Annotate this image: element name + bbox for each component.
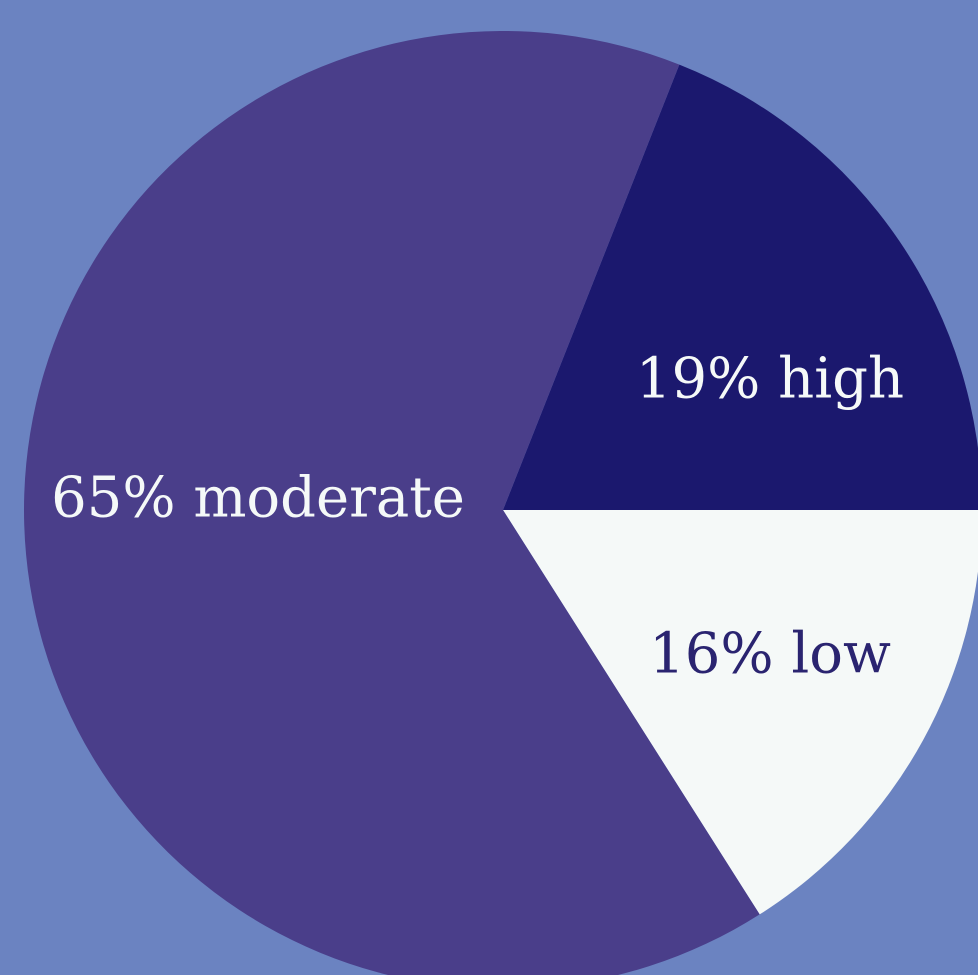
- pie-slice-moderate: [24, 31, 760, 975]
- pie-label-high: 19% high: [636, 347, 904, 412]
- pie-labels: 19% high 16% low 65% moderate: [51, 347, 904, 687]
- pie-slice-low: [503, 510, 978, 915]
- pie-slice-high: [503, 64, 978, 510]
- pie-slices: [24, 31, 978, 975]
- pie-label-low: 16% low: [649, 622, 891, 687]
- pie-label-moderate: 65% moderate: [51, 466, 465, 531]
